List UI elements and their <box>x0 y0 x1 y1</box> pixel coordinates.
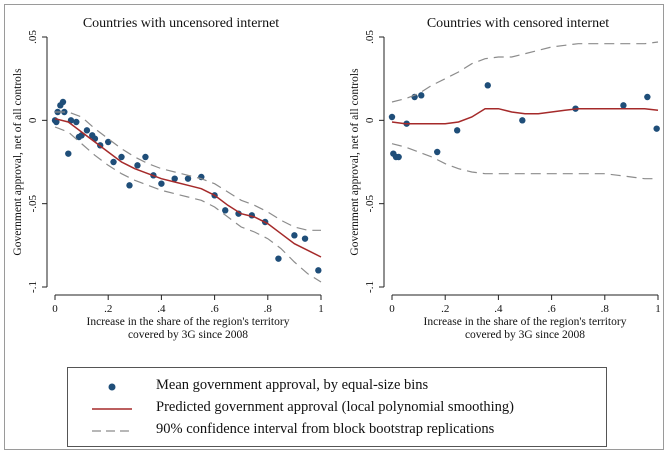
data-point <box>59 98 67 106</box>
fit-line <box>391 107 659 125</box>
legend-label-ci: 90% confidence interval from block boots… <box>156 421 495 437</box>
data-point <box>171 175 178 182</box>
data-point <box>620 102 627 109</box>
y-tick-label: 0 <box>27 117 39 123</box>
x-tick-label: 0 <box>52 303 58 315</box>
x-tick-label: .8 <box>264 303 273 315</box>
x-tick-label: .4 <box>157 303 166 315</box>
panel-1: Countries with uncensored internet .05 0 -.… <box>12 16 324 341</box>
data-point <box>73 118 80 126</box>
y-tick-label: .05 <box>27 30 39 44</box>
data-point <box>301 235 309 242</box>
panel-title: Countries with uncensored internet <box>83 16 279 31</box>
ci-lower-line <box>54 126 322 283</box>
data-point <box>653 125 660 132</box>
ci-upper-line <box>55 111 321 231</box>
y-tick-label: -.1 <box>27 281 39 293</box>
fit-line <box>54 117 322 258</box>
ci-lower-line <box>391 143 658 180</box>
x-tick-label: .4 <box>494 303 503 315</box>
data-point <box>434 148 441 156</box>
x-tick-label: .2 <box>104 303 112 315</box>
data-point <box>275 255 282 262</box>
data-point <box>395 153 402 161</box>
x-axis-label: Increase in the share of the region's te… <box>424 316 627 328</box>
data-point <box>65 150 72 157</box>
data-point <box>53 118 60 126</box>
legend: Mean government approval, by equal-size … <box>67 367 607 447</box>
y-tick-label: -.1 <box>364 281 376 293</box>
x-tick-label: 0 <box>389 303 395 315</box>
data-point <box>142 153 149 161</box>
solid-line-icon <box>92 408 132 410</box>
data-point <box>118 153 125 161</box>
legend-item-fit: Predicted government approval (local pol… <box>68 398 606 420</box>
data-point <box>110 158 117 166</box>
dashed-line-icon <box>92 430 132 432</box>
data-point <box>388 113 396 121</box>
legend-label-fit: Predicted government approval (local pol… <box>156 399 514 415</box>
data-point <box>222 207 229 214</box>
panel-2: Countries with censored internet .05 0 -.05… <box>349 16 661 341</box>
dot-marker-icon <box>108 383 116 391</box>
y-axis-label: Government approval, net of all controls <box>12 68 24 256</box>
legend-dot <box>108 383 116 391</box>
x-tick-label: .6 <box>547 303 556 315</box>
data-point <box>184 175 192 182</box>
y-tick-label: 0 <box>364 117 376 123</box>
y-tick-label: .05 <box>364 30 376 44</box>
data-point <box>126 182 133 189</box>
x-tick-label: .8 <box>601 303 610 315</box>
legend-label-bins: Mean government approval, by equal-size … <box>156 377 429 393</box>
x-axis-label-line2: covered by 3G since 2008 <box>465 329 585 341</box>
legend-item-ci: 90% confidence interval from block boots… <box>68 420 606 442</box>
data-point <box>134 162 141 169</box>
charts-area: Countries with uncensored internet .05 0 -.… <box>12 16 661 341</box>
y-tick-label: -.05 <box>364 194 376 212</box>
y-tick-label: -.05 <box>27 194 39 212</box>
data-point <box>519 117 526 124</box>
y-axis-label: Government approval, net of all controls <box>349 68 361 256</box>
x-tick-label: 1 <box>318 303 324 315</box>
x-tick-label: 1 <box>655 303 661 315</box>
figure-frame: Countries with uncensored internet .05 0 -.… <box>4 4 664 450</box>
ci-upper-line <box>391 41 659 103</box>
data-point <box>83 127 91 134</box>
data-point <box>644 93 651 101</box>
data-point <box>158 180 165 187</box>
x-axis-label: Increase in the share of the region's te… <box>87 316 290 328</box>
data-point <box>291 232 298 239</box>
data-point <box>315 267 322 274</box>
data-point <box>453 127 461 134</box>
data-point <box>418 92 425 99</box>
x-axis-label-line2: covered by 3G since 2008 <box>128 329 248 341</box>
x-tick-label: .2 <box>441 303 449 315</box>
data-point <box>484 82 491 89</box>
x-tick-label: .6 <box>210 303 219 315</box>
legend-item-bins: Mean government approval, by equal-size … <box>68 376 606 398</box>
data-point <box>235 210 242 217</box>
panel-title: Countries with censored internet <box>427 16 609 31</box>
